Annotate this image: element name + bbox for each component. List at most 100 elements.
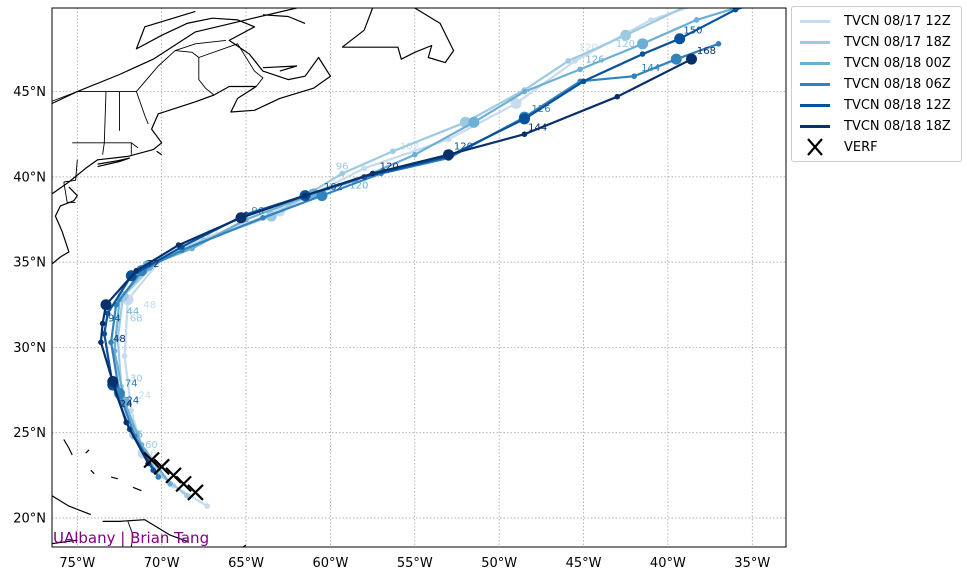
forecast-hour-label: 60 [145, 440, 158, 451]
track-point [637, 38, 649, 50]
forecast-hour-label: 94 [108, 314, 121, 325]
legend-label: TVCN 08/18 12Z [844, 97, 951, 113]
border-line [63, 181, 76, 203]
track-point [521, 88, 528, 95]
credit-text: UAlbany | Brian Tang [53, 529, 210, 547]
border-line [198, 43, 264, 87]
track-point [101, 330, 108, 337]
track-point [565, 58, 572, 64]
coastline [341, 8, 374, 48]
track-point [686, 53, 698, 65]
border-line [52, 91, 137, 102]
forecast-hour-label: 144 [641, 63, 660, 74]
track-point [699, 8, 704, 9]
x-tick-label: 65°W [228, 556, 264, 571]
forecast-hour-label: 24 [127, 395, 140, 406]
track-point [732, 8, 739, 13]
track-point [620, 29, 632, 41]
track-point [175, 242, 182, 248]
legend-item-tvcn-0817-18z: TVCN 08/17 18Z [800, 32, 951, 52]
track-point [155, 474, 162, 480]
forecast-hour-label: 144 [528, 123, 547, 134]
track-point [339, 170, 346, 177]
y-tick-label: 35°N [13, 256, 46, 271]
y-tick-label: 25°N [13, 426, 46, 441]
legend-label: TVCN 08/18 06Z [844, 76, 951, 92]
track-5: 48 24 72 120 144 168 [98, 46, 716, 467]
verf-mark [175, 475, 192, 493]
track-point [361, 165, 367, 172]
legend-item-verf: VERF [800, 137, 878, 157]
coastline [102, 519, 189, 543]
forecast-hour-label: 120 [616, 39, 635, 50]
track-point [107, 376, 119, 388]
y-tick-label: 45°N [13, 85, 46, 100]
coastlines [52, 8, 455, 547]
forecast-hour-label: 102 [400, 141, 419, 152]
border-line [175, 39, 226, 52]
track-point [204, 503, 211, 509]
forecast-hour-label: 102 [324, 182, 343, 193]
gridlines [52, 8, 786, 547]
legend-swatch [800, 124, 830, 128]
track-point [316, 190, 328, 202]
track-point [123, 419, 130, 426]
border-line [136, 50, 215, 96]
track-point [184, 493, 190, 499]
coastline [262, 14, 306, 24]
coastline [132, 486, 142, 492]
track-point [674, 33, 686, 45]
x-tick-label: 75°W [59, 556, 95, 571]
forecast-hour-label: 168 [697, 46, 716, 57]
forecast-hour-label: 44 [127, 307, 140, 318]
legend-item-tvcn-0818-12z: TVCN 08/18 12Z [800, 95, 951, 115]
track-point [390, 148, 396, 155]
track-point [235, 212, 247, 224]
forecast-hour-label: 72 [147, 259, 160, 270]
forecast-hour-label: 120 [579, 42, 598, 53]
track-point [150, 467, 157, 474]
track-point [693, 17, 700, 23]
coastline [52, 10, 331, 195]
border-line [127, 521, 134, 547]
legend-item-tvcn-0818-06z: TVCN 08/18 06Z [800, 74, 951, 94]
track-point [614, 93, 621, 100]
track-point [411, 151, 418, 158]
y-tick-label: 30°N [13, 341, 46, 356]
coastline [63, 439, 73, 456]
track-point [580, 78, 587, 85]
track-point [128, 407, 135, 414]
legend-item-tvcn-0818-00z: TVCN 08/18 00Z [800, 53, 951, 73]
legend-swatch [800, 61, 830, 65]
track-point [302, 192, 308, 199]
border-line [63, 179, 76, 183]
forecast-hour-label: 6 [137, 430, 143, 441]
track-point [639, 51, 646, 57]
x-tick-label: 35°W [734, 556, 770, 571]
track-point [260, 215, 266, 221]
forecast-hour-label: 74 [125, 378, 138, 389]
legend-swatch [800, 103, 830, 107]
x-tick-label: 70°W [144, 556, 180, 571]
forecast-hour-label: 150 [683, 25, 702, 36]
verf-mark [165, 467, 182, 484]
y-tick-label: 40°N [13, 170, 46, 185]
x-tick-label: 55°W [397, 556, 433, 571]
track-point [690, 0, 696, 6]
forecast-hour-label: 6 [150, 448, 156, 459]
track-point [468, 116, 480, 128]
coastline [97, 157, 131, 168]
x-axis-ticks: 75°W 70°W 65°W 60°W 55°W 50°W 45°W 40°W 35°W [59, 556, 770, 571]
forecast-hour-label: 96 [336, 162, 349, 173]
border-line [75, 159, 78, 181]
coastline [342, 8, 455, 64]
forecast-hour-label: 126 [586, 54, 605, 65]
track-point [443, 149, 455, 161]
y-tick-label: 20°N [13, 512, 46, 527]
border-line [135, 91, 149, 125]
track-point [510, 98, 522, 110]
forecast-hour-label: 120 [454, 141, 473, 152]
track-point [577, 66, 583, 73]
verf-track [143, 451, 204, 501]
